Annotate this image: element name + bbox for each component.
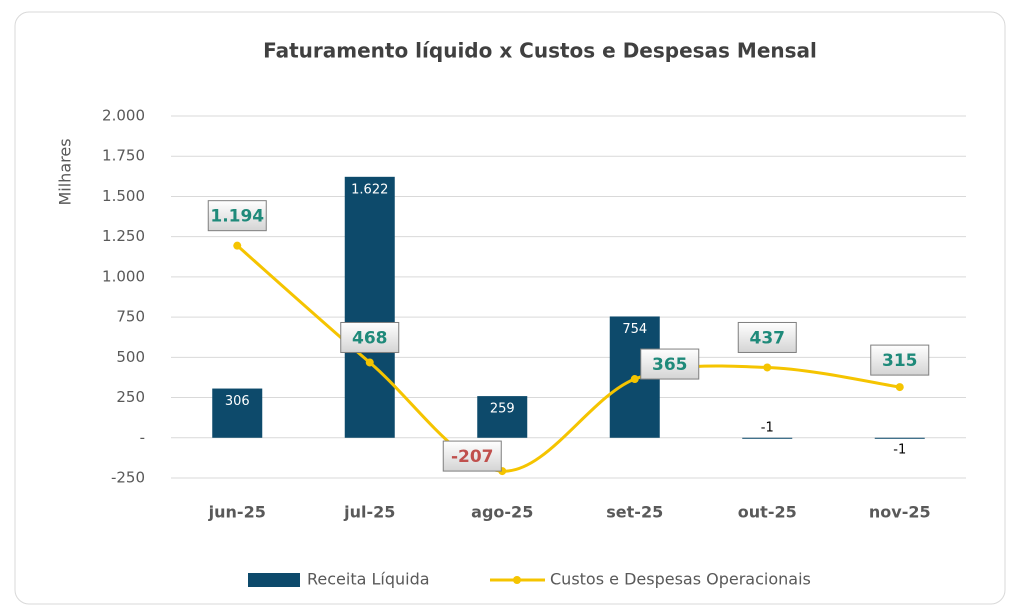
data-label-box (640, 348, 700, 380)
x-tick-label: ago-25 (471, 503, 533, 522)
y-tick-label: 250 (116, 388, 145, 406)
y-tick-label: 1.000 (102, 267, 145, 285)
data-label-box (442, 440, 502, 472)
line-marker (763, 363, 772, 372)
line-marker (630, 375, 639, 384)
y-tick-label: 750 (116, 308, 145, 326)
bar-value-label: 259 (490, 402, 515, 417)
data-label-box (340, 321, 400, 353)
x-tick-label: jul-25 (343, 503, 395, 522)
y-tick-label: - (140, 428, 145, 446)
line-value-label: 468 (352, 328, 388, 348)
x-tick-label: out-25 (738, 503, 797, 522)
bar (477, 396, 528, 438)
bar (742, 437, 793, 439)
y-tick-label: 1.250 (102, 227, 145, 245)
y-tick-label: -250 (111, 469, 145, 487)
line-marker (895, 383, 904, 392)
y-tick-label: 1.500 (102, 187, 145, 205)
line-value-label: -207 (451, 447, 494, 467)
y-tick-label: 2.000 (102, 107, 145, 125)
bar (344, 176, 395, 438)
chart-title: Faturamento líquido x Custos e Despesas … (263, 39, 817, 63)
y-tick-label: 500 (116, 348, 145, 366)
legend-marker (513, 576, 521, 584)
x-tick-label: nov-25 (869, 503, 931, 522)
y-axis-label: Milhares (56, 138, 75, 205)
line-value-label: 315 (882, 351, 918, 371)
data-label-box (737, 321, 797, 353)
legend-label: Custos e Despesas Operacionais (550, 570, 811, 589)
y-tick-label: 1.750 (102, 147, 145, 165)
data-label-box (870, 344, 930, 376)
legend-label: Receita Líquida (307, 570, 430, 589)
line-value-label: 1.194 (210, 207, 264, 227)
x-tick-label: set-25 (606, 503, 663, 522)
bar-value-label: 754 (622, 322, 647, 337)
legend-swatch (248, 573, 300, 587)
bar-value-label: 306 (225, 394, 250, 409)
bar-value-label: -1 (893, 442, 906, 457)
line-value-label: 437 (750, 328, 786, 348)
x-tick-label: jun-25 (208, 503, 266, 522)
line-marker (365, 358, 374, 367)
bar (874, 437, 925, 439)
line-value-label: 365 (652, 355, 688, 375)
data-label-box (207, 200, 267, 232)
line-marker (233, 241, 242, 250)
bar-value-label: 1.622 (351, 182, 388, 197)
bar (212, 388, 263, 438)
bar-value-label: -1 (761, 420, 774, 435)
card (14, 11, 1006, 605)
